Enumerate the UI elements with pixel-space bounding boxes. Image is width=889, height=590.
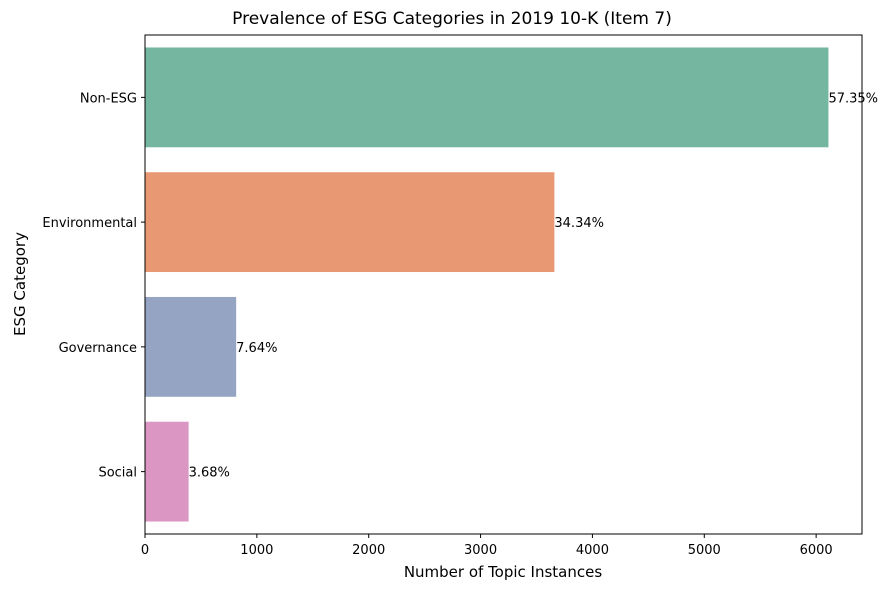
x-axis-label: Number of Topic Instances — [404, 563, 603, 581]
y-tick-label: Social — [98, 466, 137, 481]
y-tick-label: Governance — [59, 341, 137, 356]
x-tick-label: 4000 — [576, 543, 609, 558]
bar-data-label: 7.64% — [236, 341, 277, 356]
bar-social — [145, 421, 189, 522]
x-axis-ticks: 0 1000 2000 3000 4000 5000 6000 — [141, 534, 833, 558]
bar-non-esg — [145, 47, 829, 148]
y-axis-ticks: Non-ESG Environmental Governance Social — [42, 91, 145, 481]
x-tick-label: 0 — [141, 543, 149, 558]
bar-data-label: 34.34% — [554, 216, 604, 231]
x-tick-label: 6000 — [800, 543, 833, 558]
bar-environmental — [145, 172, 555, 273]
plot-frame — [144, 34, 863, 535]
bar-data-label: 57.35% — [828, 91, 878, 106]
bars-group — [145, 47, 829, 522]
x-tick-label: 1000 — [240, 543, 273, 558]
chart-title: Prevalence of ESG Categories in 2019 10-… — [232, 9, 672, 29]
bar-data-label: 3.68% — [189, 466, 230, 481]
x-tick-label: 2000 — [352, 543, 385, 558]
y-tick-label: Environmental — [42, 216, 137, 231]
x-tick-label: 3000 — [464, 543, 497, 558]
bar-labels-group: 57.35% 34.34% 7.64% 3.68% — [189, 91, 878, 480]
bar-governance — [145, 296, 237, 397]
y-axis-label: ESG Category — [11, 232, 29, 336]
x-tick-label: 5000 — [688, 543, 721, 558]
y-tick-label: Non-ESG — [80, 91, 137, 106]
